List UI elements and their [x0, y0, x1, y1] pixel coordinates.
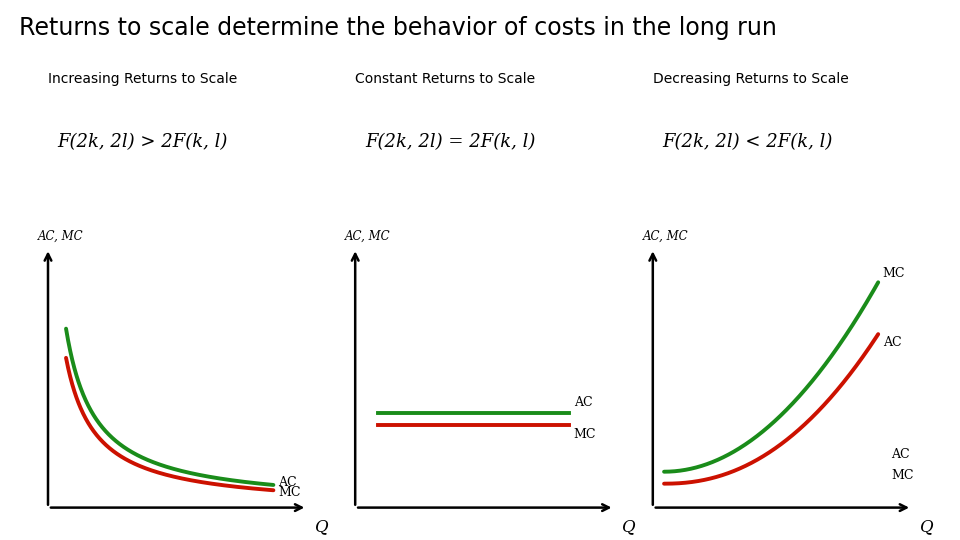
Text: AC: AC	[891, 448, 910, 461]
Text: F(2k, 2l) < 2F(k, l): F(2k, 2l) < 2F(k, l)	[662, 133, 832, 151]
Text: Q: Q	[920, 518, 933, 535]
Text: Q: Q	[622, 518, 636, 535]
Text: AC, MC: AC, MC	[642, 230, 688, 243]
Text: AC, MC: AC, MC	[345, 230, 391, 243]
Text: MC: MC	[882, 267, 905, 280]
Text: AC: AC	[574, 396, 592, 409]
Text: AC: AC	[277, 476, 297, 489]
Text: MC: MC	[277, 487, 300, 500]
Text: AC: AC	[882, 336, 901, 349]
Text: F(2k, 2l) > 2F(k, l): F(2k, 2l) > 2F(k, l)	[58, 133, 228, 151]
Text: MC: MC	[891, 469, 914, 482]
Text: Constant Returns to Scale: Constant Returns to Scale	[355, 72, 536, 86]
Text: Returns to scale determine the behavior of costs in the long run: Returns to scale determine the behavior …	[19, 16, 777, 40]
Text: Q: Q	[315, 518, 328, 535]
Text: Decreasing Returns to Scale: Decreasing Returns to Scale	[653, 72, 849, 86]
Text: Increasing Returns to Scale: Increasing Returns to Scale	[48, 72, 237, 86]
Text: AC, MC: AC, MC	[37, 230, 84, 243]
Text: F(2k, 2l) = 2F(k, l): F(2k, 2l) = 2F(k, l)	[365, 133, 535, 151]
Text: MC: MC	[574, 428, 596, 441]
